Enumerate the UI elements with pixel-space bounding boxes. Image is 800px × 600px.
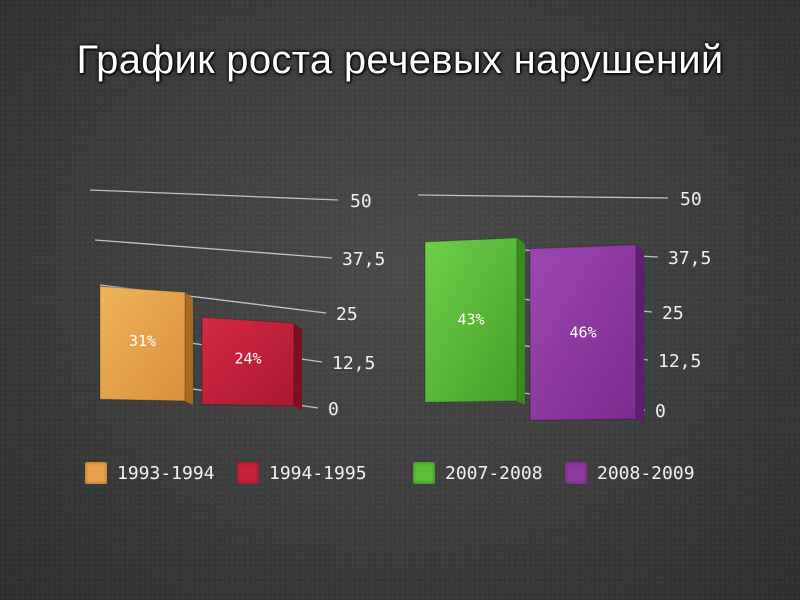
bar: [529, 244, 637, 421]
legend-label: 1993-1994: [117, 462, 215, 484]
bar: [424, 237, 518, 403]
y-tick-label: 0: [655, 401, 666, 422]
legend-swatch-orange: [85, 462, 107, 484]
legend-swatch-red: [237, 462, 259, 484]
y-tick-label: 50: [680, 189, 702, 210]
y-tick-label: 12,5: [332, 353, 375, 374]
gridline: [94, 239, 333, 259]
legend-item-1994-1995: 1994-1995: [237, 458, 367, 488]
data-label: 24%: [234, 349, 261, 367]
bar: [99, 285, 186, 402]
y-tick-label: 12,5: [658, 351, 701, 372]
y-tick-label: 25: [336, 304, 358, 325]
bar-side: [185, 292, 193, 405]
y-tick-label: 37,5: [342, 249, 385, 270]
gridline: [89, 189, 339, 201]
chart-1993-1995: 0 12,5 25 37,5 50 31% 24%: [89, 189, 385, 420]
bar-side: [636, 244, 644, 423]
bar-side: [294, 323, 302, 410]
legend-label: 2007-2008: [445, 462, 543, 484]
legend-swatch-green: [413, 462, 435, 484]
legend-label: 1994-1995: [269, 462, 367, 484]
y-tick-label: 50: [350, 191, 372, 212]
legend-swatch-purple: [565, 462, 587, 484]
legend-label: 2008-2009: [597, 462, 695, 484]
y-tick-label: 37,5: [668, 248, 711, 269]
y-tick-label: 25: [662, 303, 684, 324]
data-label: 31%: [129, 332, 156, 350]
legend-item-2008-2009: 2008-2009: [565, 458, 695, 488]
y-tick-label: 0: [328, 399, 339, 420]
gridline: [417, 194, 669, 199]
bar-side: [517, 237, 525, 405]
legend-item-1993-1994: 1993-1994: [85, 458, 215, 488]
data-label: 46%: [569, 323, 596, 341]
data-label: 43%: [457, 311, 484, 329]
legend: 1993-1994 1994-1995 2007-2008 2008-2009: [0, 458, 800, 488]
bar: [201, 316, 295, 407]
page-title: График роста речевых нарушений: [76, 38, 724, 82]
chart-2007-2009: 0 12,5 25 37,5 50 43% 46%: [417, 189, 711, 423]
legend-item-2007-2008: 2007-2008: [413, 458, 543, 488]
